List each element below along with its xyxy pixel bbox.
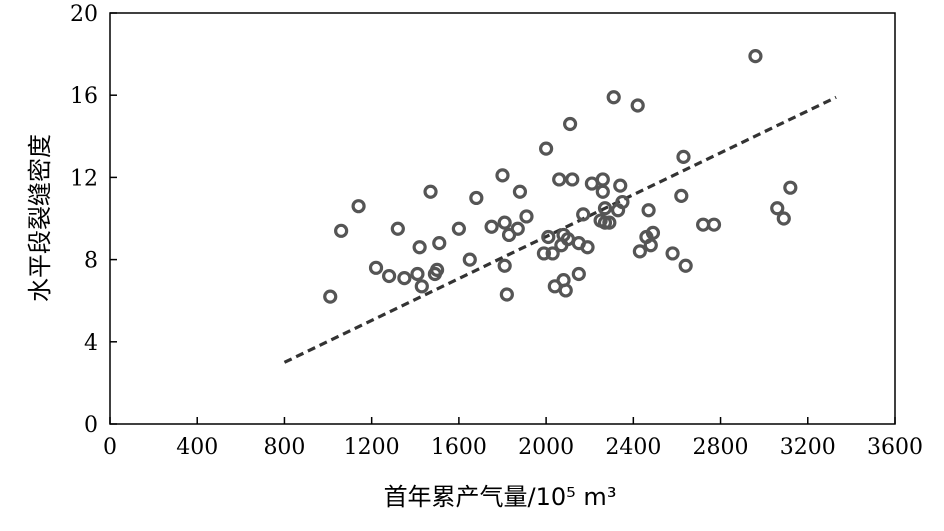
data-point	[368, 260, 384, 275]
data-point	[595, 184, 610, 199]
y-tick-label: 0	[84, 413, 98, 438]
data-point	[462, 252, 477, 267]
data-point	[432, 236, 447, 251]
data-point	[606, 90, 621, 105]
x-tick-label: 2000	[518, 435, 574, 460]
data-point	[630, 98, 645, 113]
data-point	[536, 246, 552, 261]
data-point	[414, 279, 429, 294]
data-point	[497, 215, 512, 230]
data-point	[541, 229, 556, 245]
data-point	[615, 194, 630, 210]
data-point	[706, 217, 722, 232]
data-point	[429, 262, 445, 277]
data-point	[552, 172, 567, 187]
data-point	[545, 246, 560, 261]
axis-ticks: 0 400 800 1200 1600 2000 2400 2800 3200 3600 0 4 8 12…	[70, 2, 923, 460]
data-point	[484, 219, 499, 234]
data-point	[641, 203, 656, 218]
data-point	[451, 221, 466, 236]
data-point	[410, 266, 425, 282]
data-point	[676, 149, 691, 164]
y-axis-title: 水平段裂缝密度	[26, 134, 54, 302]
data-point	[512, 184, 528, 199]
data-point	[602, 215, 617, 230]
data-point	[678, 258, 693, 273]
x-tick-label: 3200	[780, 435, 836, 460]
data-point	[665, 246, 680, 261]
data-point	[580, 240, 595, 255]
data-point	[334, 223, 349, 238]
data-point	[469, 190, 484, 206]
y-tick-label: 20	[70, 2, 98, 27]
data-point	[565, 172, 580, 187]
data-point	[519, 209, 534, 224]
data-point	[776, 211, 791, 226]
data-point	[497, 258, 512, 273]
data-point	[562, 116, 578, 132]
data-point	[510, 221, 525, 236]
data-point	[645, 225, 661, 240]
data-point	[770, 201, 785, 216]
plot-frame	[109, 12, 896, 425]
data-point	[597, 201, 613, 216]
y-tick-label: 16	[70, 84, 98, 109]
x-tick-label: 2400	[605, 435, 661, 460]
y-tick-label: 8	[84, 249, 98, 274]
data-point	[674, 188, 689, 203]
data-point	[571, 266, 586, 282]
x-tick-label: 400	[176, 435, 218, 460]
x-tick-label: 3600	[867, 435, 923, 460]
data-point	[495, 168, 510, 183]
data-point	[632, 244, 647, 259]
data-point	[613, 178, 628, 193]
x-tick-label: 1600	[431, 435, 487, 460]
data-point	[382, 268, 397, 284]
data-points	[323, 49, 798, 304]
x-tick-label: 1200	[344, 435, 400, 460]
data-point	[643, 238, 658, 253]
data-point	[748, 49, 763, 64]
data-point	[595, 172, 610, 187]
data-point	[423, 184, 438, 199]
data-point	[558, 283, 573, 298]
data-point	[397, 270, 412, 286]
y-tick-label: 12	[70, 166, 98, 191]
data-point	[783, 180, 798, 195]
data-point	[576, 207, 591, 222]
x-axis-title: 首年累产气量/10⁵ m³	[384, 483, 617, 511]
data-point	[390, 221, 405, 236]
data-point	[539, 141, 554, 156]
data-point	[499, 287, 514, 302]
data-point	[351, 199, 366, 214]
data-point	[323, 289, 338, 304]
x-tick-label: 0	[103, 435, 117, 460]
x-tick-label: 2800	[693, 435, 749, 460]
x-tick-label: 800	[263, 435, 305, 460]
data-point	[412, 240, 427, 255]
y-tick-label: 4	[84, 331, 98, 356]
